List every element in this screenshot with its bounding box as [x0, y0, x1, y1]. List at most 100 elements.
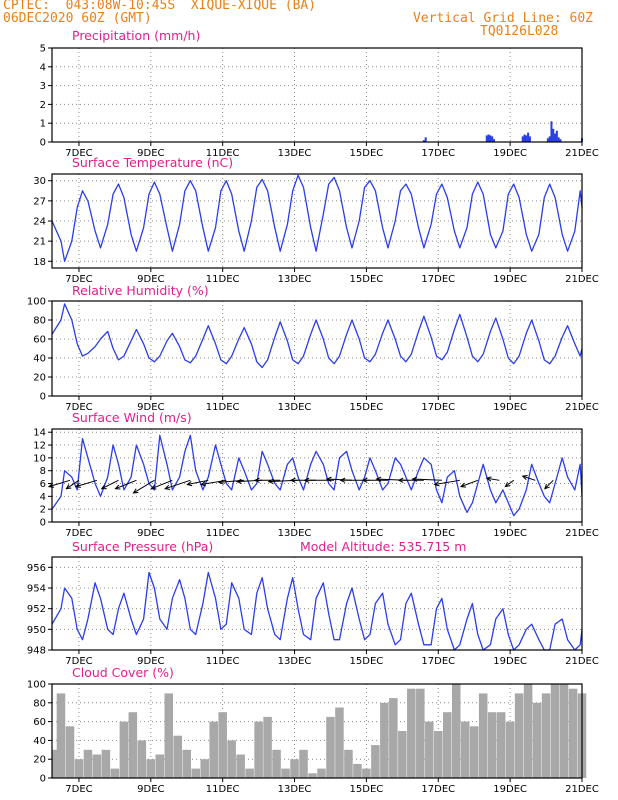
x-tick-label: 17DEC [421, 148, 455, 159]
cloud-frame [51, 683, 583, 779]
cloud-bar [514, 693, 524, 778]
cloud-bar [263, 716, 272, 778]
y-tick-label: 2 [40, 100, 46, 111]
cloud-bar [227, 740, 236, 778]
cloud-bar [353, 763, 362, 778]
cloud-bar [505, 721, 515, 778]
cloud-bar [182, 749, 192, 778]
y-tick-label: 24 [33, 217, 46, 228]
humidity-panel: 0 20 40 60 80 100 7DEC 9DEC 11DEC 13DEC 15DEC 17DEC… [27, 283, 599, 413]
wind-arrow-head [504, 481, 511, 488]
wind-arrow [187, 479, 209, 486]
precipitation-bar [525, 135, 528, 142]
y-tick-label: 10 [33, 453, 46, 464]
x-tick-label: 13DEC [278, 274, 312, 285]
y-tick-label: 20 [33, 373, 46, 384]
y-tick-label: 14 [33, 428, 46, 439]
cloud-bar [398, 731, 407, 778]
y-tick-label: 0 [40, 392, 46, 403]
y-tick-label: 8 [40, 466, 46, 477]
precipitation-bar [489, 135, 492, 142]
y-tick-label: 21 [33, 237, 46, 248]
wind-arrow [505, 479, 515, 488]
wind-arrow-head [459, 482, 467, 488]
precipitation-bar [527, 132, 530, 142]
cloud-bar [128, 712, 138, 778]
cloud-bar [380, 702, 389, 778]
precipitation-bar [487, 134, 490, 142]
y-tick-label: 100 [27, 680, 46, 691]
wind-arrow-head [267, 478, 274, 485]
wind-arrow [218, 479, 245, 483]
cloud-bar [442, 712, 452, 778]
wind-arrow [164, 479, 191, 490]
x-tick-label: 9DEC [137, 402, 164, 413]
cloud-bar [209, 721, 218, 778]
x-tick-label: 21DEC [565, 656, 599, 667]
x-tick-label: 13DEC [278, 784, 312, 795]
y-tick-label: 6 [40, 479, 46, 490]
x-tick-label: 15DEC [350, 274, 384, 285]
wind-arrow [115, 479, 137, 490]
wind-line [51, 434, 583, 517]
x-tick-label: 17DEC [421, 528, 455, 539]
x-tick-label: 11DEC [206, 402, 240, 413]
x-tick-label: 11DEC [206, 784, 240, 795]
header-grid-line: Vertical Grid Line: 60Z [413, 11, 594, 26]
precipitation-bar [552, 128, 555, 142]
cloud-panel: 0 20 40 60 80 100 7DEC 9DEC 11DEC 13DEC 15DEC 17DEC… [27, 665, 599, 795]
y-tick-label: 100 [27, 297, 46, 308]
x-tick-label: 17DEC [421, 784, 455, 795]
y-tick-label: 40 [33, 736, 46, 747]
y-tick-label: 60 [33, 335, 46, 346]
cloud-bar [496, 712, 506, 778]
x-tick-label: 7DEC [65, 274, 92, 285]
cloud-bar [52, 749, 61, 778]
cloud-bar [425, 721, 434, 778]
y-tick-label: 956 [27, 563, 46, 574]
cloud-bar [83, 749, 93, 778]
cloud-bar [164, 693, 174, 778]
cloud-bar [110, 768, 120, 778]
wind-arrow-head [132, 488, 139, 494]
wind-arrow [151, 479, 173, 490]
precipitation-bar [424, 137, 427, 142]
cloud-bar [469, 726, 479, 778]
y-tick-label: 60 [33, 717, 46, 728]
wind-arrow-head [485, 476, 492, 482]
cloud-bar [272, 749, 281, 778]
x-tick-label: 13DEC [278, 528, 312, 539]
x-tick-label: 13DEC [278, 656, 312, 667]
wind-arrow-head [397, 477, 404, 483]
y-tick-label: 80 [33, 698, 46, 709]
wind-arrow [544, 479, 554, 490]
x-tick-label: 11DEC [206, 656, 240, 667]
x-tick-label: 21DEC [565, 148, 599, 159]
cloud-bar [335, 707, 344, 778]
cloud-bar [559, 684, 569, 778]
y-tick-label: 27 [33, 196, 46, 207]
wind-arrow-head [375, 476, 382, 482]
cloud-bar [407, 688, 416, 778]
wind-arrow [486, 477, 500, 481]
precipitation-bar [555, 130, 558, 142]
wind-arrow [101, 479, 119, 490]
cloud-bar [74, 759, 84, 778]
cloud-bar [532, 702, 542, 778]
cloud-bar [101, 749, 111, 778]
cloud-bar [460, 721, 470, 778]
humidity-title: Relative Humidity (%) [72, 283, 209, 298]
y-tick-label: 950 [27, 625, 46, 636]
wind-arrow-head [303, 477, 310, 483]
header-model-code: TQ0126L028 [480, 24, 559, 39]
cloud-bar [308, 773, 317, 778]
wind-arrow-head [325, 476, 332, 482]
model-altitude: Model Altitude: 535.715 m [300, 539, 466, 554]
y-tick-label: 80 [33, 316, 46, 327]
cloud-bar [254, 721, 263, 778]
cloud-bar [191, 768, 200, 778]
cloud-bar [218, 712, 227, 778]
wind-arrow-head [150, 484, 157, 490]
cloud-bar [173, 735, 183, 778]
x-tick-label: 17DEC [421, 656, 455, 667]
